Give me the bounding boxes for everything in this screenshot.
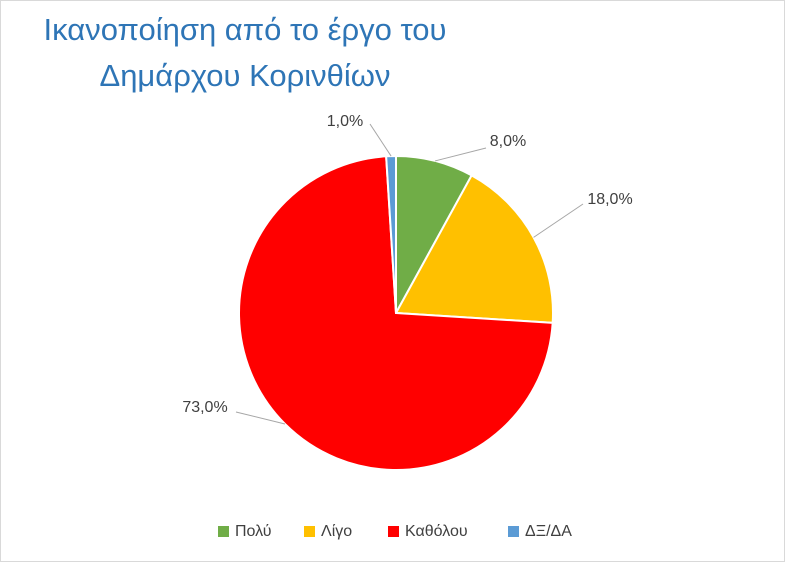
leader-line (533, 203, 584, 238)
data-label: 18,0% (587, 191, 632, 208)
pie-slice (238, 155, 554, 471)
legend-swatch (218, 526, 229, 537)
leader-line (235, 411, 286, 425)
leader-line (369, 123, 392, 157)
data-label: 1,0% (327, 113, 363, 130)
data-label: 8,0% (490, 133, 526, 150)
legend-label: Λίγο (321, 523, 352, 540)
legend-label: Πολύ (235, 523, 272, 540)
leader-line (434, 147, 487, 162)
chart-title: Ικανοποίηση από το έργο του (44, 12, 447, 47)
legend-swatch (304, 526, 315, 537)
legend-swatch (508, 526, 519, 537)
data-label: 73,0% (182, 399, 227, 416)
legend-label: ΔΞ/ΔΑ (525, 523, 572, 540)
legend-label: Καθόλου (405, 523, 468, 540)
pie-slice (394, 174, 554, 324)
pie-slice (385, 154, 397, 314)
chart-title: Δημάρχου Κορινθίων (99, 58, 390, 93)
legend-swatch (388, 526, 399, 537)
